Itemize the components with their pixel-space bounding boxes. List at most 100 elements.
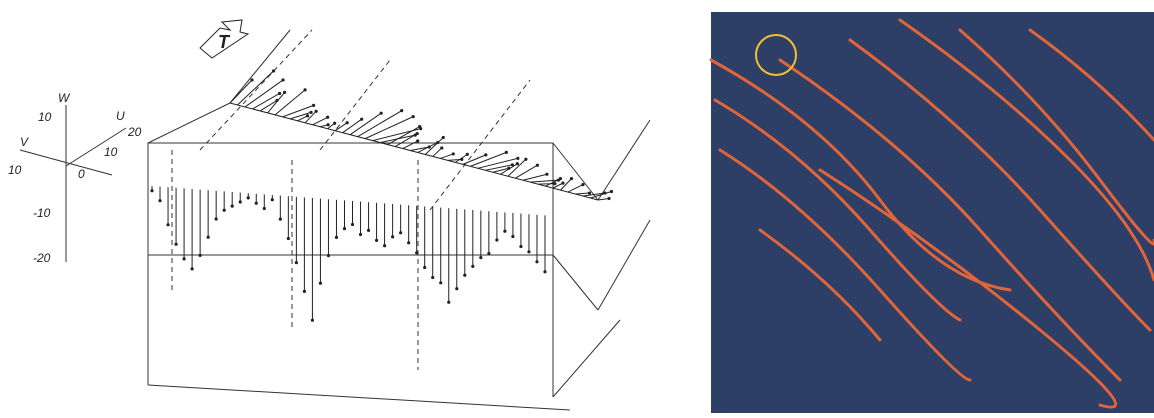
uv-stick bbox=[485, 164, 513, 171]
w-stick-end bbox=[182, 257, 186, 261]
uv-stick bbox=[364, 116, 414, 140]
uv-stick-end bbox=[484, 153, 488, 157]
w-stick-end bbox=[455, 287, 459, 291]
w-stick-end bbox=[342, 227, 347, 231]
uv-stick-end bbox=[553, 182, 557, 186]
uv-stick bbox=[289, 111, 312, 120]
uv-stick-end bbox=[309, 110, 313, 114]
w-tick: 10 bbox=[38, 110, 52, 124]
uv-stick-end bbox=[360, 117, 364, 121]
uv-stick-end bbox=[303, 88, 307, 92]
uv-stick-end bbox=[558, 177, 563, 181]
uv-stick bbox=[229, 79, 253, 104]
uv-stick bbox=[334, 122, 348, 132]
uv-stick bbox=[297, 115, 308, 122]
w-stick-end bbox=[278, 217, 282, 221]
w-stick-end bbox=[246, 196, 250, 200]
uv-stick bbox=[402, 140, 418, 149]
uv-stick bbox=[440, 153, 454, 159]
uv-stick-end bbox=[524, 157, 528, 161]
w-stick-end bbox=[158, 199, 162, 203]
uv-stick-end bbox=[305, 114, 310, 118]
origin-tick: 0 bbox=[78, 167, 85, 181]
uv-stick bbox=[410, 146, 430, 152]
w-stick-end bbox=[535, 260, 539, 264]
time-dividers bbox=[171, 29, 531, 370]
w-stick-end bbox=[431, 275, 435, 280]
uv-stick-end bbox=[516, 156, 520, 160]
uv-stick-end bbox=[326, 115, 330, 119]
uv-stick-end bbox=[314, 109, 318, 113]
uv-stick-end bbox=[333, 121, 337, 125]
w-stick-end bbox=[439, 281, 443, 285]
uv-stick bbox=[282, 104, 314, 118]
axes-3d bbox=[19, 19, 250, 262]
uv-stick-end bbox=[440, 146, 444, 150]
w-stick-end bbox=[198, 253, 202, 257]
uv-stick-end bbox=[282, 90, 287, 94]
w-stick-end bbox=[262, 206, 266, 211]
w-stick-end bbox=[206, 235, 210, 239]
uv-stick-end bbox=[581, 182, 585, 187]
uv-stick bbox=[357, 110, 402, 138]
w-stick-end bbox=[415, 251, 419, 255]
w-stick-end bbox=[407, 241, 411, 245]
w-stick-end bbox=[471, 264, 475, 268]
uv-stick-end bbox=[607, 196, 611, 201]
uv-stick-end bbox=[504, 150, 508, 154]
uv-baseline bbox=[229, 102, 599, 201]
w-stick-end bbox=[230, 204, 234, 208]
u-label: U bbox=[116, 109, 125, 123]
w-stick-end bbox=[174, 242, 178, 246]
uv-stick-end bbox=[379, 111, 383, 115]
uv-stick bbox=[492, 167, 509, 173]
w-stick-end bbox=[350, 222, 355, 227]
w-stick-end bbox=[326, 254, 331, 258]
uv-stick bbox=[432, 147, 443, 157]
uv-stick bbox=[552, 182, 564, 189]
uv-stick bbox=[470, 151, 507, 167]
uv-stick bbox=[417, 142, 438, 153]
uv-stick bbox=[267, 92, 285, 114]
uv-stick-end bbox=[416, 139, 420, 143]
w-stick-end bbox=[270, 198, 274, 202]
uv-stick bbox=[560, 178, 572, 191]
uv-stick-end bbox=[415, 131, 419, 136]
uv-stick-end bbox=[510, 163, 514, 167]
uv-stick-end bbox=[281, 78, 285, 82]
w-stick-end bbox=[527, 250, 531, 254]
uv-stick-end bbox=[250, 78, 254, 82]
uv-stick bbox=[500, 163, 518, 175]
w-stick-end bbox=[318, 281, 323, 285]
u-tick: 20 bbox=[127, 125, 142, 139]
box-frame bbox=[147, 29, 651, 411]
w-stick-end bbox=[286, 236, 290, 241]
uv-stick bbox=[237, 70, 274, 106]
w-stick-end bbox=[382, 244, 387, 248]
photo bbox=[709, 12, 1154, 413]
uv-stick-end bbox=[451, 152, 455, 156]
uv-stick-end bbox=[441, 135, 445, 140]
w-stick-end bbox=[254, 201, 258, 205]
w-stick-end bbox=[190, 267, 194, 271]
uv-stick bbox=[342, 118, 362, 134]
uv-stick-end bbox=[545, 172, 549, 176]
uv-stick bbox=[259, 99, 278, 112]
uv-stick bbox=[312, 116, 328, 126]
w-stick-end bbox=[399, 231, 403, 235]
w-label: W bbox=[58, 91, 71, 105]
uv-stick bbox=[349, 112, 382, 136]
uv-stick-end bbox=[345, 121, 349, 125]
w-stick-end bbox=[495, 238, 499, 242]
w-tick: -10 bbox=[33, 206, 51, 220]
w-stick-end bbox=[214, 217, 218, 221]
w-stick-end bbox=[374, 238, 379, 242]
uv-stick bbox=[455, 153, 468, 163]
uv-stick bbox=[522, 173, 548, 181]
w-stick-end bbox=[166, 223, 170, 227]
uv-stick-end bbox=[561, 181, 565, 185]
v-label: V bbox=[20, 135, 29, 149]
uv-stick-end bbox=[326, 123, 330, 127]
uv-stick bbox=[394, 133, 418, 147]
